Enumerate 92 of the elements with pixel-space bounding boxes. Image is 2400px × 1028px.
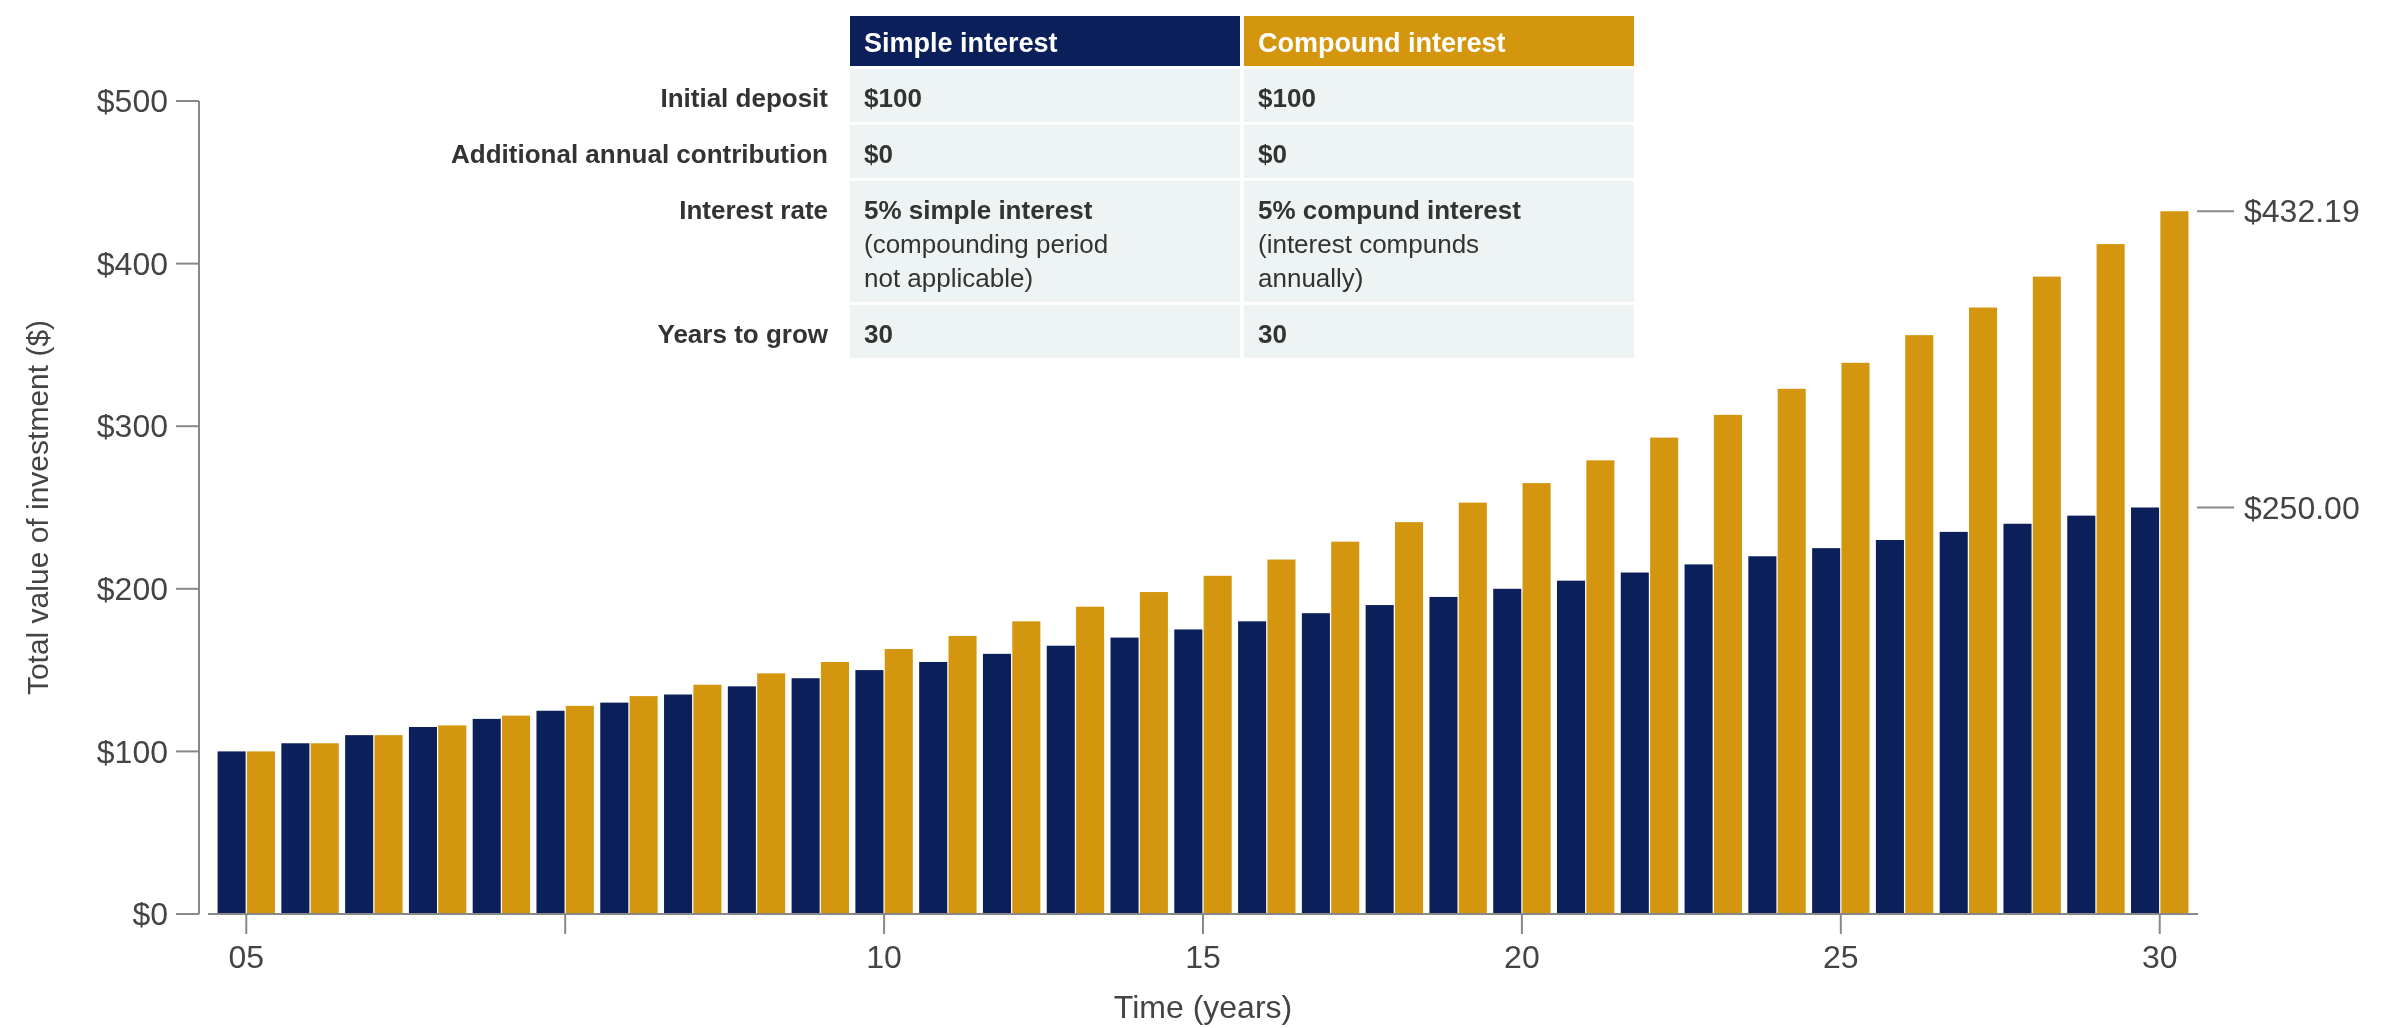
bar [982, 653, 1012, 914]
x-tick-label: 30 [2141, 939, 2178, 975]
bar [472, 718, 501, 914]
bar [664, 694, 693, 914]
bar [2003, 523, 2032, 914]
bar [1110, 637, 1139, 914]
annotation: $100 [1258, 83, 1316, 113]
bar [1522, 483, 1551, 914]
y-axis-title: Total value of investment ($) [21, 319, 54, 696]
x-tick-label: 05 [228, 939, 265, 975]
y-tick-label: $500 [96, 83, 168, 120]
bar [1238, 621, 1267, 914]
annotation: $432.19 [2244, 193, 2360, 230]
bar [281, 743, 310, 914]
bar [1331, 541, 1360, 914]
annotation: Additional annual contribution [451, 139, 828, 169]
annotation: $0 [864, 139, 893, 169]
bar [1875, 540, 1904, 914]
bar [1620, 572, 1649, 914]
bar [536, 710, 565, 914]
bar [1076, 606, 1105, 914]
bar [408, 727, 437, 914]
y-tick-label: $0 [132, 896, 168, 933]
x-axis-title: Time (years) [1113, 989, 1293, 1025]
bar [2160, 211, 2189, 914]
text: Simple interest [864, 28, 1058, 58]
bar [1046, 645, 1075, 914]
bar [1969, 307, 1998, 914]
bar [345, 735, 374, 914]
bar [1939, 531, 1968, 914]
bar [2067, 515, 2096, 914]
y-tick-label: $300 [96, 408, 168, 445]
bar [1203, 575, 1232, 914]
bar [1301, 613, 1330, 914]
annotation: $100 [864, 83, 922, 113]
annotation: $250.00 [2244, 489, 2360, 526]
bar [2096, 244, 2125, 914]
bar [757, 673, 786, 914]
bar [1650, 437, 1679, 914]
bar [919, 661, 948, 914]
bar [791, 678, 820, 914]
bar [502, 715, 531, 914]
bar [855, 670, 884, 914]
bar [1684, 564, 1713, 914]
bar [2032, 276, 2061, 914]
x-tick-label: 20 [1504, 939, 1540, 975]
annotation: 30 [1258, 319, 1287, 349]
bar [1267, 559, 1296, 914]
bar [1429, 596, 1458, 914]
annotation: Interest rate [679, 195, 828, 225]
bar [374, 735, 403, 914]
bar [1748, 556, 1777, 914]
bar [727, 686, 756, 914]
bar [1713, 414, 1742, 914]
bar [1905, 335, 1934, 914]
bar [1556, 580, 1586, 914]
bar [1012, 621, 1041, 914]
bar [565, 705, 594, 914]
bar [1394, 522, 1424, 914]
bar [948, 635, 977, 914]
x-tick-label: 10 [866, 939, 902, 975]
bar [1458, 502, 1487, 914]
annotation: Initial deposit [660, 83, 829, 113]
y-tick-label: $100 [96, 733, 168, 770]
bar [820, 661, 850, 914]
bar [1812, 548, 1841, 914]
text: Compound interest [1258, 28, 1506, 58]
bar [217, 751, 246, 914]
bar [246, 751, 275, 914]
y-tick-label: $200 [96, 571, 168, 607]
bar [600, 702, 629, 914]
bar [310, 743, 339, 914]
bar [884, 648, 913, 914]
bar [1841, 362, 1870, 914]
bar [1777, 388, 1806, 914]
bar [629, 696, 658, 914]
bar [1174, 629, 1203, 914]
bar [1493, 588, 1522, 914]
annotation: 5% compund interest (interest compunds annually) [1258, 195, 1522, 293]
annotation: 30 [864, 319, 893, 349]
y-tick-label: $400 [96, 245, 168, 282]
annotation: 5% simple interest (compounding period not applicable) [864, 195, 1109, 293]
x-tick-label: 15 [1185, 939, 1221, 975]
bar [1139, 592, 1168, 914]
x-tick-label: 25 [1823, 939, 1859, 975]
annotation: Years to grow [657, 319, 829, 349]
bar [1365, 605, 1394, 914]
bar [1586, 460, 1615, 914]
annotation: $0 [1258, 139, 1287, 169]
bar [693, 684, 722, 914]
bar [438, 725, 467, 914]
bar [2131, 507, 2160, 914]
